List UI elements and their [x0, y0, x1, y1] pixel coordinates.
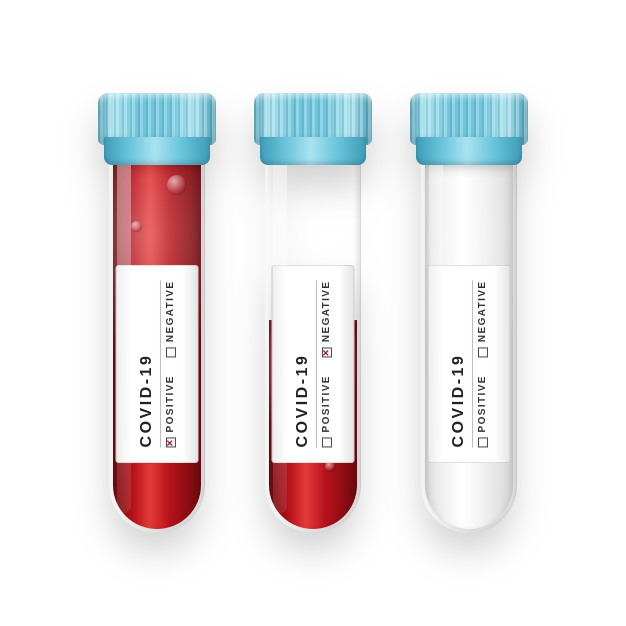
label-title: COVID-19: [294, 281, 317, 448]
option-negative: NEGATIVE: [165, 281, 176, 358]
tube-label: COVID-19 ✕ POSITIVE NEGATIVE: [116, 265, 199, 463]
label-title: COVID-19: [138, 281, 161, 448]
option-positive: POSITIVE: [321, 375, 332, 447]
liquid-bubble: [131, 221, 142, 232]
option-negative: NEGATIVE: [477, 281, 488, 358]
tube-positive: COVID-19 ✕ POSITIVE NEGATIVE: [102, 93, 212, 533]
option-positive-text: POSITIVE: [165, 375, 176, 432]
option-positive-checkbox-icon: [322, 437, 332, 447]
option-negative-text: NEGATIVE: [321, 281, 332, 343]
label-options: POSITIVE NEGATIVE: [477, 281, 488, 448]
label-options: POSITIVE ✕ NEGATIVE: [321, 281, 332, 448]
tube-blank: COVID-19 POSITIVE NEGATIVE: [414, 93, 524, 533]
liquid-bubble: [167, 175, 187, 195]
tube-label: COVID-19 POSITIVE NEGATIVE: [428, 265, 511, 463]
option-positive: POSITIVE: [477, 375, 488, 447]
option-positive: ✕ POSITIVE: [165, 375, 176, 447]
option-negative-text: NEGATIVE: [477, 281, 488, 343]
option-negative-checkbox-icon: [166, 347, 176, 357]
tube-stage: COVID-19 ✕ POSITIVE NEGATIVE COVID-19 POSITIV…: [102, 93, 524, 533]
option-negative: ✕ NEGATIVE: [321, 281, 332, 358]
option-positive-checkbox-icon: [478, 437, 488, 447]
option-positive-text: POSITIVE: [321, 375, 332, 432]
tube-cap: [410, 93, 528, 165]
tube-cap: [254, 93, 372, 165]
label-title: COVID-19: [450, 281, 473, 448]
label-options: ✕ POSITIVE NEGATIVE: [165, 281, 176, 448]
tube-label: COVID-19 POSITIVE ✕ NEGATIVE: [272, 265, 355, 463]
option-positive-text: POSITIVE: [477, 375, 488, 432]
tube-negative: COVID-19 POSITIVE ✕ NEGATIVE: [258, 93, 368, 533]
option-negative-text: NEGATIVE: [165, 281, 176, 343]
option-negative-checkbox-icon: [478, 347, 488, 357]
option-negative-checkbox-icon: ✕: [322, 347, 332, 357]
option-positive-checkbox-icon: ✕: [166, 437, 176, 447]
tube-cap: [98, 93, 216, 165]
